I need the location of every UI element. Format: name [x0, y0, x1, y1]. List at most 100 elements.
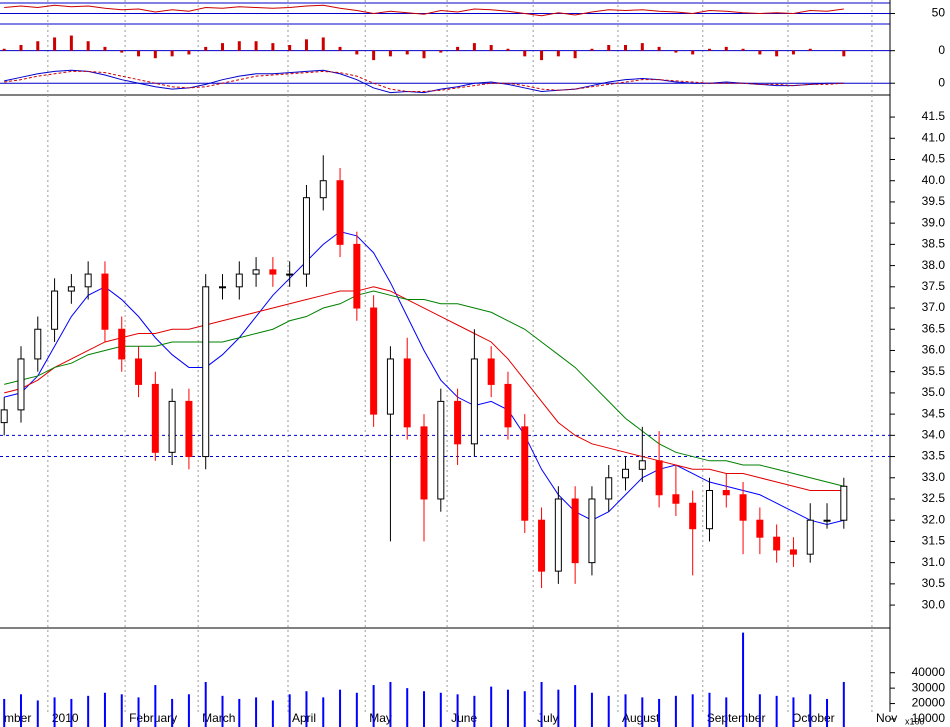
- volume-bar: [523, 691, 526, 727]
- histogram-bar: [489, 45, 493, 51]
- y-tick-label: 31.5: [922, 534, 946, 548]
- y-tick-label: 34.5: [922, 406, 946, 420]
- y-tick-label: 20000: [912, 696, 946, 710]
- candle-body: [823, 519, 831, 522]
- candle-body: [386, 358, 394, 415]
- volume-bar: [53, 697, 56, 727]
- histogram-bar: [137, 50, 141, 57]
- volume-bar: [439, 692, 442, 727]
- volume-bar: [204, 681, 207, 727]
- x-tick-label: April: [292, 711, 316, 725]
- volume-bar: [557, 689, 560, 727]
- candle-body: [302, 197, 310, 275]
- volume-bar: [624, 694, 627, 727]
- volume-bar: [590, 692, 593, 727]
- histogram-bar: [842, 50, 846, 57]
- y-tick-label: 35.5: [922, 364, 946, 378]
- volume-bar: [3, 698, 6, 727]
- volume-bar: [389, 681, 392, 727]
- histogram-bar: [254, 41, 258, 51]
- candle-body: [756, 519, 764, 538]
- volume-bar: [372, 685, 375, 727]
- volume-bar: [758, 694, 761, 727]
- histogram-bar: [707, 48, 711, 51]
- y-tick-label: 32.0: [922, 512, 946, 526]
- x-tick-label: May: [369, 711, 392, 725]
- candle-body: [151, 383, 159, 453]
- candle-body: [722, 490, 730, 496]
- candle-body: [135, 358, 143, 385]
- candle-body: [622, 468, 630, 479]
- y-tick-label: 36.0: [922, 343, 946, 357]
- histogram-bar: [170, 50, 174, 57]
- histogram-bar: [640, 43, 644, 51]
- histogram-bar: [607, 45, 611, 51]
- histogram-bar: [674, 50, 678, 53]
- y-tick-label: 41.5: [922, 109, 946, 123]
- volume-bar: [540, 681, 543, 727]
- volume-bar: [826, 698, 829, 727]
- candle-body: [118, 328, 126, 360]
- histogram-bar: [36, 41, 40, 51]
- candle-body: [689, 502, 697, 530]
- histogram-bar: [724, 46, 728, 51]
- candle-body: [470, 358, 478, 445]
- y-tick-label: 37.0: [922, 300, 946, 314]
- candle-body: [219, 286, 226, 289]
- histogram-bar: [338, 46, 342, 51]
- histogram-bar: [657, 46, 661, 51]
- volume-bar: [187, 694, 190, 727]
- histogram-bar: [221, 43, 224, 51]
- y-tick-label: 35.0: [922, 385, 946, 399]
- volume-bar: [36, 700, 39, 727]
- x-tick-label: October: [792, 711, 835, 725]
- histogram-bar: [204, 46, 208, 51]
- y-tick-label: 30.0: [922, 597, 946, 611]
- volume-bar: [641, 697, 644, 727]
- candle-body: [655, 460, 663, 496]
- volume-bar: [691, 694, 694, 727]
- volume-bar: [154, 685, 157, 727]
- volume-bar: [506, 689, 509, 727]
- histogram-bar: [288, 45, 292, 51]
- volume-bar: [87, 695, 90, 727]
- histogram-bar: [506, 48, 510, 51]
- volume-bar: [490, 686, 493, 727]
- volume-bar: [725, 697, 728, 727]
- candle-body: [538, 519, 546, 572]
- histogram-bar: [53, 37, 57, 51]
- y-tick-label: 37.5: [922, 279, 946, 293]
- y-tick-label: 50: [932, 6, 946, 20]
- candle-body: [353, 243, 361, 309]
- candle-body: [789, 549, 797, 555]
- candle-body: [67, 286, 75, 292]
- candle-body: [840, 485, 848, 521]
- histogram-bar: [590, 48, 594, 51]
- candle-body: [252, 269, 260, 275]
- candle-body: [773, 536, 781, 551]
- volume-bar: [339, 689, 342, 727]
- volume-bar: [70, 698, 73, 727]
- y-tick-label: 38.0: [922, 258, 946, 272]
- histogram-bar: [691, 50, 695, 55]
- candle-body: [168, 400, 176, 453]
- moving-average: [4, 286, 844, 492]
- y-tick-label: 38.5: [922, 237, 946, 251]
- y-tick-label: 0: [938, 43, 945, 57]
- candle-body: [17, 358, 25, 411]
- candle-body: [319, 180, 327, 199]
- volume-bar: [423, 691, 426, 727]
- histogram-bar: [388, 50, 392, 57]
- candle-body: [101, 273, 109, 330]
- histogram-bar: [791, 50, 795, 55]
- volume-bar: [809, 694, 812, 727]
- histogram-bar: [741, 48, 745, 51]
- candle-body: [806, 519, 814, 555]
- y-tick-label: 41.0: [922, 130, 946, 144]
- candle-body: [269, 269, 277, 275]
- x-tick-label: July: [537, 711, 558, 725]
- histogram-bar: [422, 50, 426, 59]
- x-tick-label: September: [707, 711, 766, 725]
- volume-bar: [137, 697, 140, 727]
- candle-body: [739, 494, 747, 521]
